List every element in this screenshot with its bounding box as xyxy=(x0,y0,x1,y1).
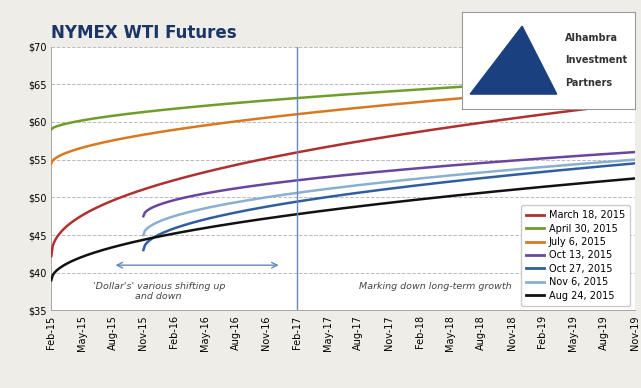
Text: NYMEX WTI Futures: NYMEX WTI Futures xyxy=(51,24,237,42)
Text: Investment: Investment xyxy=(565,55,628,65)
Polygon shape xyxy=(470,26,556,94)
Legend: March 18, 2015, April 30, 2015, July 6, 2015, Oct 13, 2015, Oct 27, 2015, Nov 6,: March 18, 2015, April 30, 2015, July 6, … xyxy=(521,205,629,305)
Text: Partners: Partners xyxy=(565,78,613,88)
Text: 'Dollar's' various shifting up
and down: 'Dollar's' various shifting up and down xyxy=(92,282,225,301)
Text: Alhambra: Alhambra xyxy=(565,33,619,43)
Text: Marking down long-term growth: Marking down long-term growth xyxy=(359,282,512,291)
